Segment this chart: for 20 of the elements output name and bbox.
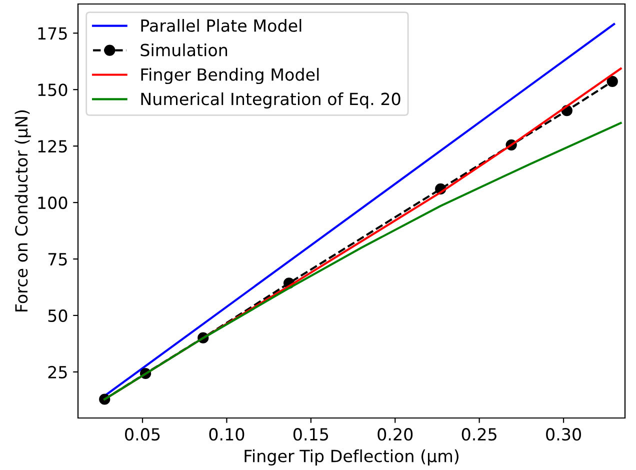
x-tick-label: 0.30 [546,428,581,441]
x-tick-label: 0.20 [378,428,413,441]
y-tick-label: 75 [48,253,67,266]
y-tick-label: 175 [38,27,67,40]
y-tick-label: 100 [38,196,68,210]
y-tick-label: 125 [38,140,67,153]
legend-label: Simulation [140,43,228,56]
y-tick-label: 150 [38,84,68,96]
legend-label: Finger Bending Model [141,68,319,84]
y-tick-label: 50 [48,309,68,322]
x-axis-title: Finger Tip Deflection (μm) [244,449,458,466]
x-tick-label: 0.05 [125,428,160,441]
legend-label: Parallel Plate Model [141,19,302,32]
x-tick-label: 0.25 [462,428,496,441]
y-axis-title: Force on Conductor (μN) [14,110,31,312]
legend-label: Numerical Integration of Eq. 20 [141,92,400,109]
x-tick-label: 0.15 [293,428,328,441]
x-tick-label: 0.10 [209,428,244,441]
y-tick-label: 25 [48,366,67,378]
point [606,76,618,88]
